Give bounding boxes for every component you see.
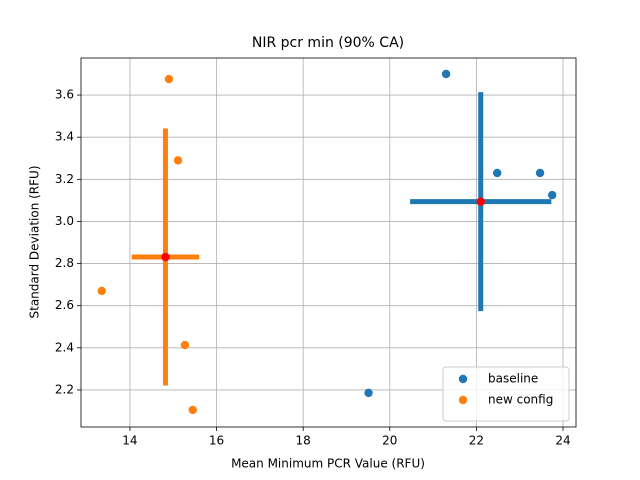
point [164,74,174,84]
legend-label: new config [488,393,553,407]
legend-marker [458,374,468,384]
plot-frame [80,57,577,428]
point [188,405,197,415]
point [364,388,373,398]
point [97,286,106,296]
x-tick-label: 20 [382,434,397,448]
x-tick-label: 14 [122,434,137,448]
y-tick-label: 3.6 [55,88,74,102]
y-axis-label: Standard Deviation (RFU) [28,165,42,318]
legend-label: baseline [488,372,538,386]
y-tick-label: 3.0 [55,214,74,228]
y-tick-label: 3.4 [55,130,74,144]
point [441,69,451,79]
legend-marker [458,395,468,405]
x-tick-label: 16 [209,434,224,448]
chart-title: NIR pcr min (90% CA) [252,35,404,51]
y-tick-label: 2.8 [55,256,74,270]
point [492,168,502,178]
x-axis-label: Mean Minimum PCR Value (RFU) [231,457,425,471]
point [180,340,190,350]
point [535,168,545,178]
y-tick-label: 2.2 [55,382,74,396]
mean-point [476,197,485,206]
y-tick-label: 3.2 [55,172,74,186]
x-tick-label: 18 [296,434,311,448]
point [547,190,557,200]
point [173,156,183,165]
x-tick-label: 22 [469,434,484,448]
x-tick-label: 24 [555,434,570,448]
y-tick-label: 2.4 [55,340,74,354]
legend-box [442,366,570,422]
y-tick-label: 2.6 [55,298,74,312]
mean-point [161,252,170,262]
